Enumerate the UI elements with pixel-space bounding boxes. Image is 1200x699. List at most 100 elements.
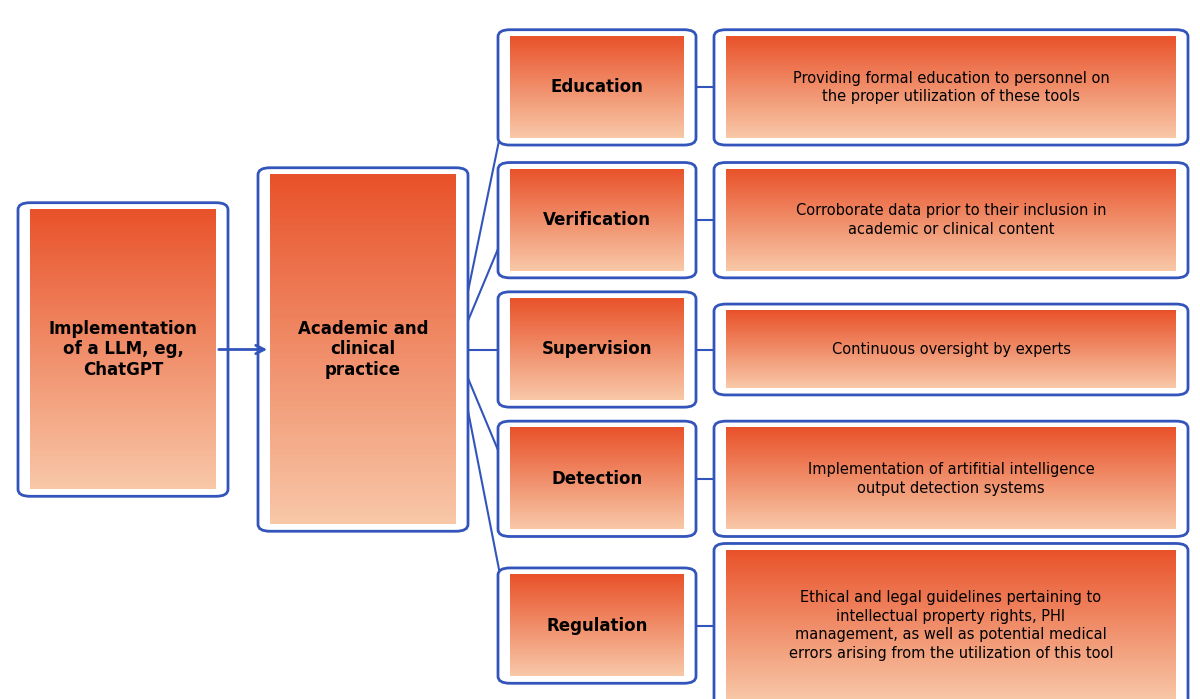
Bar [30, 251, 216, 255]
Bar [30, 422, 216, 426]
Bar [30, 401, 216, 405]
Bar [510, 631, 684, 633]
Bar [510, 115, 684, 117]
Bar [510, 392, 684, 394]
Bar [726, 484, 1176, 487]
Bar [510, 255, 684, 257]
Bar [510, 368, 684, 370]
Bar [270, 401, 456, 406]
Bar [510, 49, 684, 50]
Text: Implementation of artifitial intelligence
output detection systems: Implementation of artifitial intelligenc… [808, 462, 1094, 496]
Bar [510, 428, 684, 431]
Bar [510, 506, 684, 508]
Bar [510, 656, 684, 658]
Bar [726, 208, 1176, 210]
Bar [510, 619, 684, 621]
Bar [726, 352, 1176, 353]
Bar [510, 583, 684, 585]
Bar [726, 491, 1176, 493]
Bar [270, 498, 456, 503]
Bar [30, 209, 216, 213]
Bar [510, 46, 684, 48]
Bar [726, 312, 1176, 314]
Bar [30, 426, 216, 430]
Bar [510, 333, 684, 336]
Bar [270, 375, 456, 380]
Bar [726, 377, 1176, 380]
Bar [726, 246, 1176, 248]
Bar [726, 131, 1176, 133]
Bar [510, 254, 684, 256]
Bar [30, 471, 216, 475]
Bar [510, 597, 684, 599]
Bar [510, 313, 684, 315]
Bar [510, 171, 684, 173]
Bar [726, 331, 1176, 333]
Bar [510, 448, 684, 449]
Bar [510, 584, 684, 586]
Bar [510, 131, 684, 133]
Bar [726, 354, 1176, 356]
Bar [726, 346, 1176, 347]
Bar [726, 475, 1176, 476]
Bar [510, 593, 684, 596]
Bar [510, 168, 684, 171]
Bar [726, 178, 1176, 180]
Bar [726, 98, 1176, 100]
Bar [30, 282, 216, 287]
Bar [30, 356, 216, 360]
Bar [510, 113, 684, 115]
Bar [510, 483, 684, 485]
Bar [270, 415, 456, 419]
Bar [726, 340, 1176, 342]
Bar [270, 349, 456, 354]
Bar [726, 240, 1176, 242]
Bar [270, 331, 456, 336]
Bar [270, 275, 456, 280]
Bar [30, 419, 216, 423]
Bar [510, 447, 684, 449]
Bar [726, 207, 1176, 209]
Bar [510, 193, 684, 195]
Bar [30, 279, 216, 283]
Bar [726, 469, 1176, 471]
Bar [726, 110, 1176, 113]
Bar [510, 92, 684, 94]
Bar [510, 669, 684, 671]
Bar [510, 438, 684, 440]
Bar [30, 324, 216, 329]
Bar [726, 526, 1176, 528]
Bar [726, 243, 1176, 244]
Bar [726, 83, 1176, 85]
Bar [270, 506, 456, 511]
Bar [726, 265, 1176, 267]
Bar [510, 430, 684, 432]
Bar [510, 110, 684, 113]
Bar [726, 348, 1176, 350]
Bar [510, 628, 684, 629]
Bar [510, 179, 684, 181]
Bar [726, 315, 1176, 317]
Bar [726, 674, 1176, 677]
Bar [510, 525, 684, 527]
Bar [510, 316, 684, 318]
Bar [510, 252, 684, 254]
Bar [726, 185, 1176, 187]
Bar [510, 358, 684, 360]
Bar [726, 359, 1176, 360]
Bar [510, 355, 684, 357]
Bar [510, 341, 684, 343]
Bar [726, 245, 1176, 247]
Bar [726, 249, 1176, 250]
Bar [726, 627, 1176, 629]
Bar [510, 469, 684, 471]
Bar [30, 303, 216, 308]
Bar [510, 224, 684, 226]
Bar [726, 687, 1176, 689]
Bar [726, 46, 1176, 48]
Bar [726, 509, 1176, 510]
Bar [270, 410, 456, 415]
Bar [510, 50, 684, 52]
Bar [510, 461, 684, 463]
Bar [726, 587, 1176, 590]
